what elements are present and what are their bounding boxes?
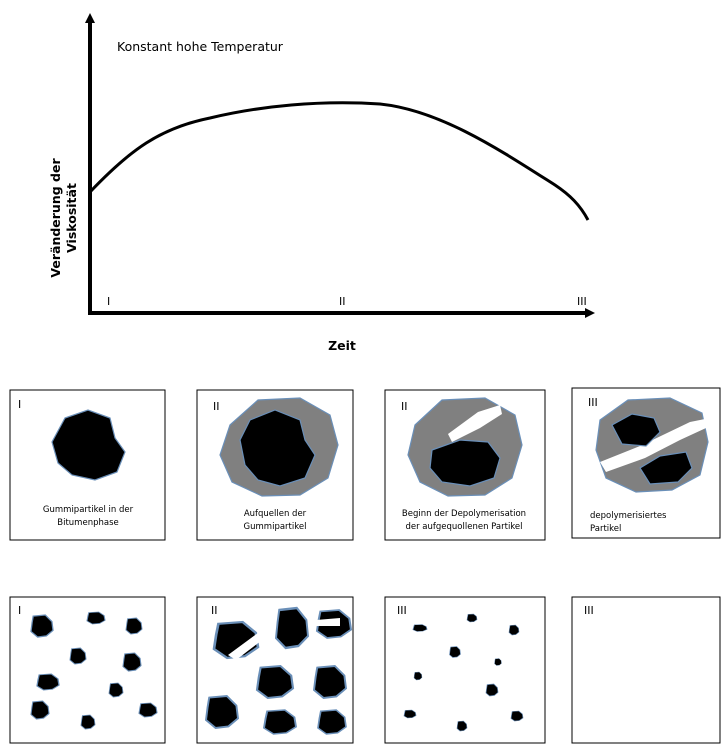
panel-label: I bbox=[18, 398, 21, 411]
phase-label: I bbox=[107, 295, 110, 308]
panel-label: I bbox=[18, 604, 21, 617]
panel: III depolymerisiertes Partikel bbox=[571, 387, 721, 539]
caption: Bitumenphase bbox=[57, 518, 118, 528]
panel: I Gummipartikel in der Bitumenphase bbox=[9, 389, 166, 541]
caption: Gummipartikel in der bbox=[43, 505, 134, 515]
annotation: Konstant hohe Temperatur bbox=[117, 39, 284, 54]
panel-label: II bbox=[213, 400, 220, 413]
phase-label: III bbox=[577, 295, 587, 308]
panel: III bbox=[384, 596, 546, 744]
panel: III bbox=[571, 596, 721, 744]
panel: II bbox=[196, 596, 354, 744]
panel-label: III bbox=[584, 604, 594, 617]
x-label: Zeit bbox=[328, 338, 356, 353]
caption: Gummipartikel bbox=[244, 522, 307, 532]
panel-label: II bbox=[401, 400, 408, 413]
caption: Beginn der Depolymerisation bbox=[402, 509, 526, 519]
panel-label: III bbox=[588, 396, 598, 409]
phase-label: II bbox=[339, 295, 346, 308]
viscosity-graph: Konstant hohe Temperatur Veränderung der… bbox=[48, 13, 595, 353]
caption: Partikel bbox=[590, 524, 621, 534]
caption: depolymerisiertes bbox=[590, 511, 667, 521]
panel: II Beginn der Depolymerisation der aufge… bbox=[384, 389, 546, 541]
y-label: Veränderung der bbox=[48, 158, 63, 278]
panel-label: III bbox=[397, 604, 407, 617]
panel: I bbox=[9, 596, 166, 744]
viscosity-curve bbox=[88, 101, 590, 221]
caption: der aufgequollenen Partikel bbox=[405, 522, 522, 532]
y-label: Viskosität bbox=[64, 183, 79, 253]
panel: II Aufquellen der Gummipartikel bbox=[196, 389, 354, 541]
panel-label: II bbox=[211, 604, 218, 617]
caption: Aufquellen der bbox=[244, 509, 307, 519]
